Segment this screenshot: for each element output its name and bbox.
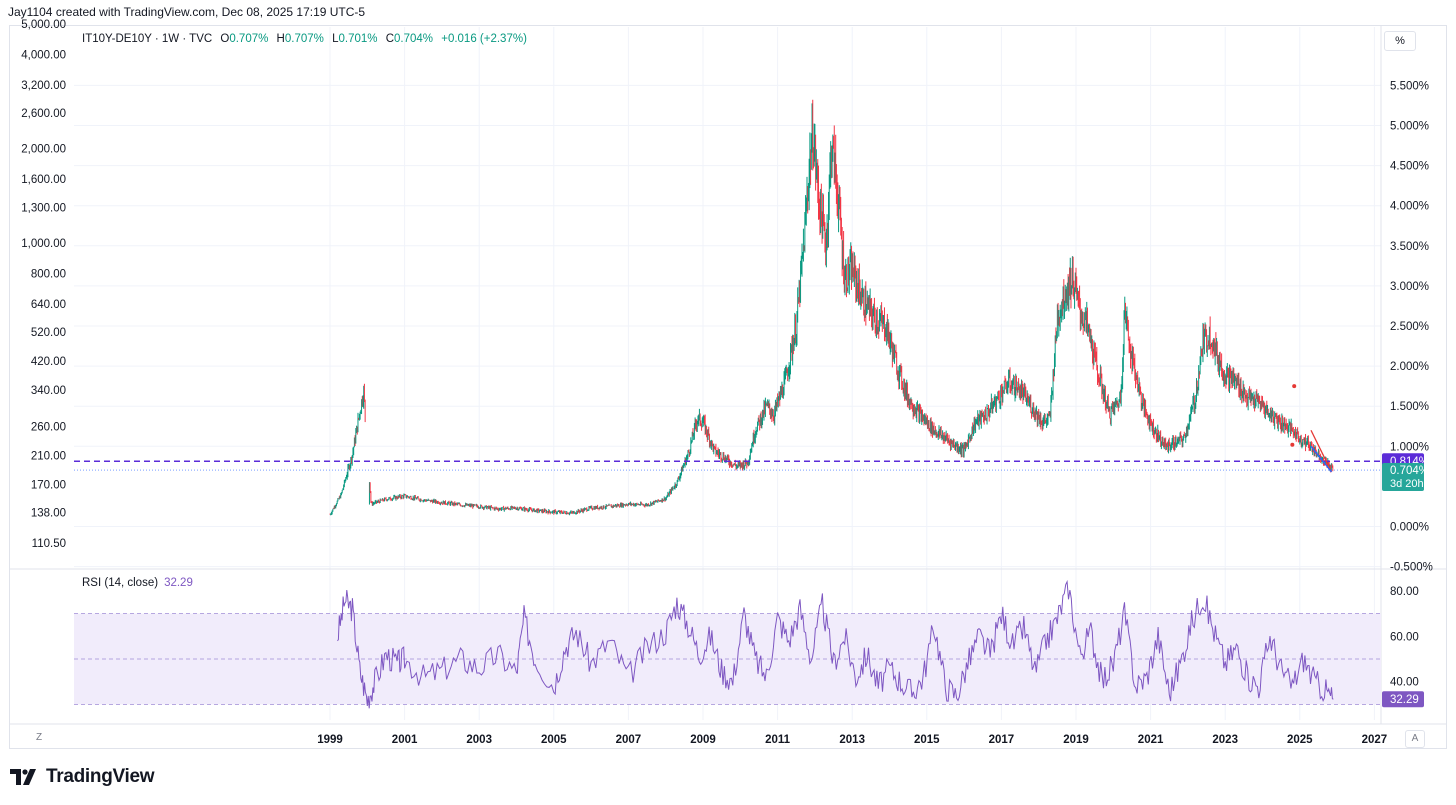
low-label: L (332, 33, 339, 45)
time-axis-tick: 2005 (541, 734, 567, 746)
left-axis-tick: 2,000.00 (21, 144, 66, 156)
time-axis-tick: 2001 (392, 734, 418, 746)
right-axis-tick: 3.000% (1390, 281, 1429, 293)
right-axis-tick: 5.500% (1390, 80, 1429, 92)
symbol-legend[interactable]: IT10Y-DE10Y · 1W · TVC O0.707% H0.707% L… (82, 33, 527, 45)
left-axis-tick: 1,000.00 (21, 238, 66, 250)
last-price-tag (1382, 463, 1424, 492)
trend-line (1310, 445, 1333, 473)
right-axis-tick: 3.500% (1390, 241, 1429, 253)
rsi-last-tag (1382, 691, 1424, 708)
rsi-value: 32.29 (164, 577, 193, 589)
close-label: C (385, 33, 395, 45)
left-axis-tick: 1,600.00 (21, 174, 66, 186)
time-axis-tick: 2009 (690, 734, 716, 746)
rsi-last-tag-label: 32.29 (1390, 694, 1419, 706)
time-axis-tick: 2011 (765, 734, 791, 746)
zoom-button[interactable]: Z (36, 732, 43, 743)
left-axis-tick: 170.00 (31, 479, 66, 491)
time-axis-tick: 1999 (317, 734, 343, 746)
change-value: +0.016 (+2.37%) (441, 33, 527, 45)
chart-frame (9, 25, 1447, 749)
left-axis-tick: 4,000.00 (21, 49, 66, 61)
rsi-axis-tick: 40.00 (1390, 677, 1419, 689)
countdown-label: 3d 20h (1390, 478, 1424, 490)
annotation-dot (1290, 442, 1295, 447)
left-axis-tick: 420.00 (31, 356, 66, 368)
symbol-name: IT10Y-DE10Y · 1W · TVC (82, 33, 213, 45)
right-axis: 5.500% 5.000% 4.500% 4.000% 3.500% 3.000% 2.50… (1390, 80, 1433, 573)
high-value: 0.707% (284, 33, 324, 45)
grid (9, 25, 1447, 725)
right-axis-tick: -0.500% (1390, 562, 1433, 574)
time-axis-tick: 2025 (1287, 734, 1313, 746)
percent-scale-button[interactable]: % (1384, 31, 1416, 51)
left-axis-tick: 3,200.00 (21, 80, 66, 92)
left-axis-tick: 2,600.00 (21, 108, 66, 120)
right-axis-tick: 0.000% (1390, 522, 1429, 534)
open-value: 0.707% (229, 33, 269, 45)
left-axis-tick: 520.00 (31, 327, 66, 339)
open-label: O (220, 33, 230, 45)
rsi-label: RSI (14, close) (82, 577, 159, 589)
time-axis-tick: 2021 (1138, 734, 1164, 746)
right-axis-tick: 4.000% (1390, 201, 1429, 213)
time-axis: 1999 2001 2003 2005 2007 2009 2011 2013 2015 2017… (317, 734, 1387, 746)
tradingview-logo-icon (10, 769, 36, 785)
time-axis-tick: 2013 (839, 734, 865, 746)
last-price-tag-label: 0.704% (1390, 465, 1429, 477)
left-axis-tick: 1,300.00 (21, 202, 66, 214)
rsi-axis-tick: 80.00 (1390, 586, 1419, 598)
time-axis-tick: 2015 (914, 734, 940, 746)
rsi-line (337, 579, 1334, 709)
rsi-legend[interactable]: RSI (14, close) 32.29 (82, 577, 193, 589)
rsi-pane: 80.00 60.00 40.00 32.29 (74, 579, 1424, 709)
right-axis-tick: 2.500% (1390, 321, 1429, 333)
left-axis-tick: 110.50 (32, 538, 66, 550)
close-value: 0.704% (394, 33, 434, 45)
left-axis: 5,000.00 4,000.00 3,200.00 2,600.00 2,000.00… (21, 19, 66, 550)
auto-scale-button[interactable]: A (1405, 730, 1425, 748)
right-axis-tick: 1.500% (1390, 401, 1429, 413)
attribution: Jay1104 created with TradingView.com, De… (8, 5, 366, 19)
right-axis-tick: 4.500% (1390, 161, 1429, 173)
left-axis-tick: 340.00 (31, 385, 66, 397)
rsi-axis-tick: 60.00 (1390, 631, 1419, 643)
low-value: 0.701% (338, 33, 378, 45)
time-axis-tick: 2007 (616, 734, 642, 746)
left-axis-tick: 210.00 (31, 451, 66, 463)
brand-name: TradingView (46, 766, 155, 787)
right-axis-tick: 2.000% (1390, 361, 1429, 373)
tradingview-logo: TradingView (10, 766, 155, 788)
annotation-dot (1292, 384, 1297, 389)
price-candles (329, 99, 1334, 516)
right-axis-tick: 5.000% (1390, 121, 1429, 133)
left-axis-tick: 260.00 (31, 422, 66, 434)
high-label: H (276, 33, 285, 45)
right-axis-tick: 1.000% (1390, 441, 1429, 453)
left-axis-tick: 138.00 (31, 508, 66, 520)
time-axis-tick: 2027 (1362, 734, 1388, 746)
left-axis-tick: 800.00 (31, 268, 66, 280)
time-axis-tick: 2023 (1212, 734, 1238, 746)
trend-line (1310, 429, 1333, 473)
time-axis-tick: 2019 (1063, 734, 1089, 746)
left-axis-tick: 5,000.00 (21, 19, 66, 31)
time-axis-tick: 2003 (466, 734, 492, 746)
time-axis-tick: 2017 (989, 734, 1015, 746)
overlays: 0.814%0.704%3d 20h (74, 384, 1429, 492)
left-axis-tick: 640.00 (31, 299, 66, 311)
